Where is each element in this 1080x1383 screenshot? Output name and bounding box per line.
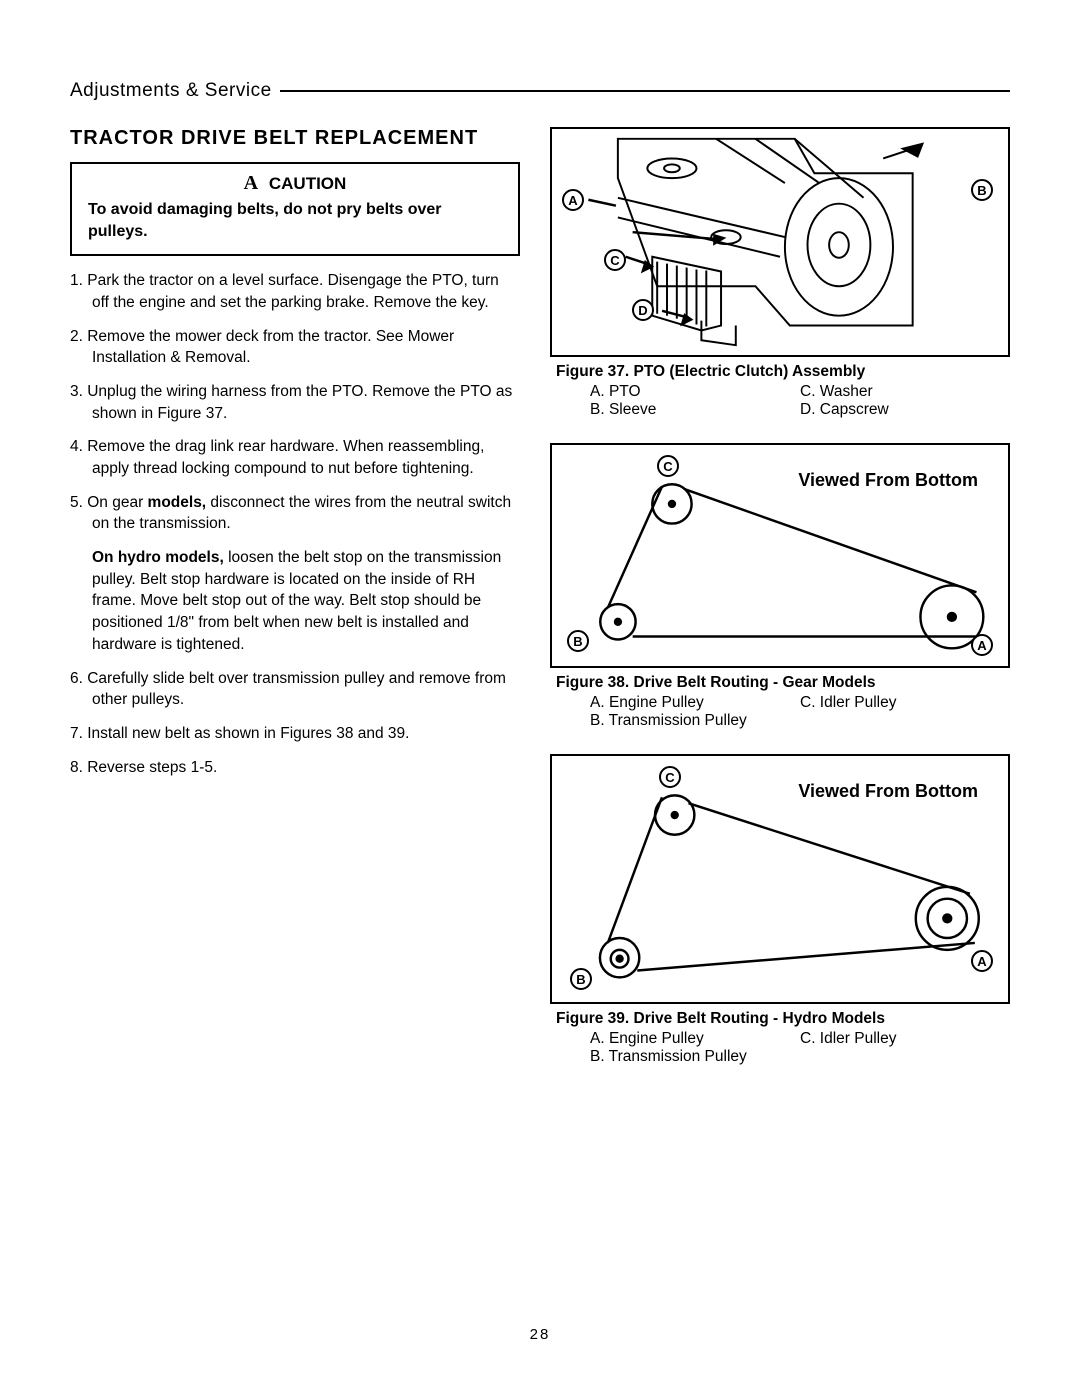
fig37-legend-right: C. Washer D. Capscrew	[800, 383, 1010, 419]
fig38-label-b: B	[567, 630, 589, 652]
page-number: 28	[530, 1326, 551, 1343]
figure-38-box: Viewed From Bottom C B A	[550, 443, 1010, 668]
step5sub-bold: On hydro models,	[92, 549, 224, 566]
fig38-legend-c: C. Idler Pulley	[800, 694, 1010, 712]
caution-text: To avoid damaging belts, do not pry belt…	[88, 199, 502, 242]
step5-prefix: 5. On gear	[70, 494, 148, 511]
fig39-legend-right: C. Idler Pulley	[800, 1030, 1010, 1066]
page-header: Adjustments & Service	[70, 80, 1010, 102]
fig39-label-b: B	[570, 968, 592, 990]
fig39-caption: Figure 39. Drive Belt Routing - Hydro Mo…	[550, 1010, 1010, 1028]
step-2: 2. Remove the mower deck from the tracto…	[70, 326, 520, 369]
left-column: TRACTOR DRIVE BELT REPLACEMENT A CAUTION…	[70, 127, 520, 1066]
fig37-legend-left: A. PTO B. Sleeve	[590, 383, 800, 419]
fig39-legend: A. Engine Pulley B. Transmission Pulley …	[550, 1030, 1010, 1066]
content-wrapper: TRACTOR DRIVE BELT REPLACEMENT A CAUTION…	[70, 127, 1010, 1066]
step-7: 7. Install new belt as shown in Figures …	[70, 723, 520, 745]
fig39-legend-a: A. Engine Pulley	[590, 1030, 800, 1048]
right-column: A B C D Figure 37. PTO (Electric Clutch)…	[550, 127, 1010, 1066]
page-header-text: Adjustments & Service	[70, 80, 280, 102]
fig38-legend-b: B. Transmission Pulley	[590, 712, 800, 730]
step-3: 3. Unplug the wiring harness from the PT…	[70, 381, 520, 424]
caution-box: A CAUTION To avoid damaging belts, do no…	[70, 162, 520, 256]
fig37-legend-c: C. Washer	[800, 383, 1010, 401]
fig39-legend-left: A. Engine Pulley B. Transmission Pulley	[590, 1030, 800, 1066]
step-6: 6. Carefully slide belt over transmissio…	[70, 668, 520, 711]
step-5-sub: On hydro models, loosen the belt stop on…	[70, 547, 520, 655]
fig38-legend-left: A. Engine Pulley B. Transmission Pulley	[590, 694, 800, 730]
fig39-label-a: A	[971, 950, 993, 972]
fig38-legend-a: A. Engine Pulley	[590, 694, 800, 712]
figure-37-diagram	[552, 129, 1008, 355]
fig39-label-c: C	[659, 766, 681, 788]
fig39-legend-c: C. Idler Pulley	[800, 1030, 1010, 1048]
fig37-label-d: D	[632, 299, 654, 321]
fig39-legend-b: B. Transmission Pulley	[590, 1048, 800, 1066]
fig37-label-c: C	[604, 249, 626, 271]
step5-bold: models,	[148, 494, 207, 511]
figure-37-box: A B C D	[550, 127, 1010, 357]
step-5: 5. On gear models, disconnect the wires …	[70, 492, 520, 535]
fig37-legend-b: B. Sleeve	[590, 401, 800, 419]
figure-39-box: Viewed From Bottom C B A	[550, 754, 1010, 1004]
step-8: 8. Reverse steps 1-5.	[70, 757, 520, 779]
fig38-viewed-text: Viewed From Bottom	[798, 470, 978, 491]
fig37-caption: Figure 37. PTO (Electric Clutch) Assembl…	[550, 363, 1010, 381]
section-title: TRACTOR DRIVE BELT REPLACEMENT	[70, 127, 520, 150]
caution-label: CAUTION	[269, 174, 346, 193]
fig38-label-c: C	[657, 455, 679, 477]
caution-title: A CAUTION	[88, 172, 502, 195]
fig38-label-a: A	[971, 634, 993, 656]
caution-triangle-icon: A	[244, 172, 258, 194]
fig37-label-b: B	[971, 179, 993, 201]
fig37-legend-a: A. PTO	[590, 383, 800, 401]
fig38-legend-right: C. Idler Pulley	[800, 694, 1010, 730]
fig39-viewed-text: Viewed From Bottom	[798, 781, 978, 802]
fig37-legend: A. PTO B. Sleeve C. Washer D. Capscrew	[550, 383, 1010, 419]
fig38-legend: A. Engine Pulley B. Transmission Pulley …	[550, 694, 1010, 730]
header-line	[280, 90, 1010, 92]
step-1: 1. Park the tractor on a level surface. …	[70, 270, 520, 313]
step-4: 4. Remove the drag link rear hardware. W…	[70, 436, 520, 479]
fig37-label-a: A	[562, 189, 584, 211]
fig37-legend-d: D. Capscrew	[800, 401, 1010, 419]
fig38-caption: Figure 38. Drive Belt Routing - Gear Mod…	[550, 674, 1010, 692]
